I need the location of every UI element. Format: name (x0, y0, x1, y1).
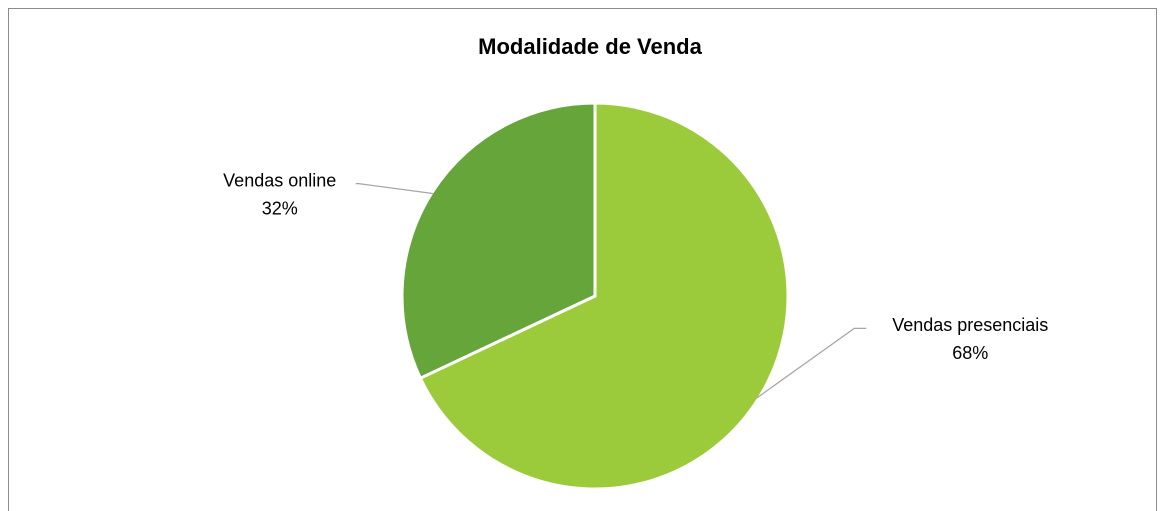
leader-line (355, 183, 434, 195)
pie-slice (400, 101, 597, 381)
data-label-value: 68% (952, 343, 988, 363)
data-label-value: 32% (262, 198, 298, 218)
leader-line (755, 327, 867, 399)
data-label-name: Vendas online (223, 170, 336, 190)
data-label-name: Vendas presenciais (892, 315, 1048, 335)
pie-slice (418, 101, 790, 491)
chart-title: Modalidade de Venda (478, 34, 702, 59)
